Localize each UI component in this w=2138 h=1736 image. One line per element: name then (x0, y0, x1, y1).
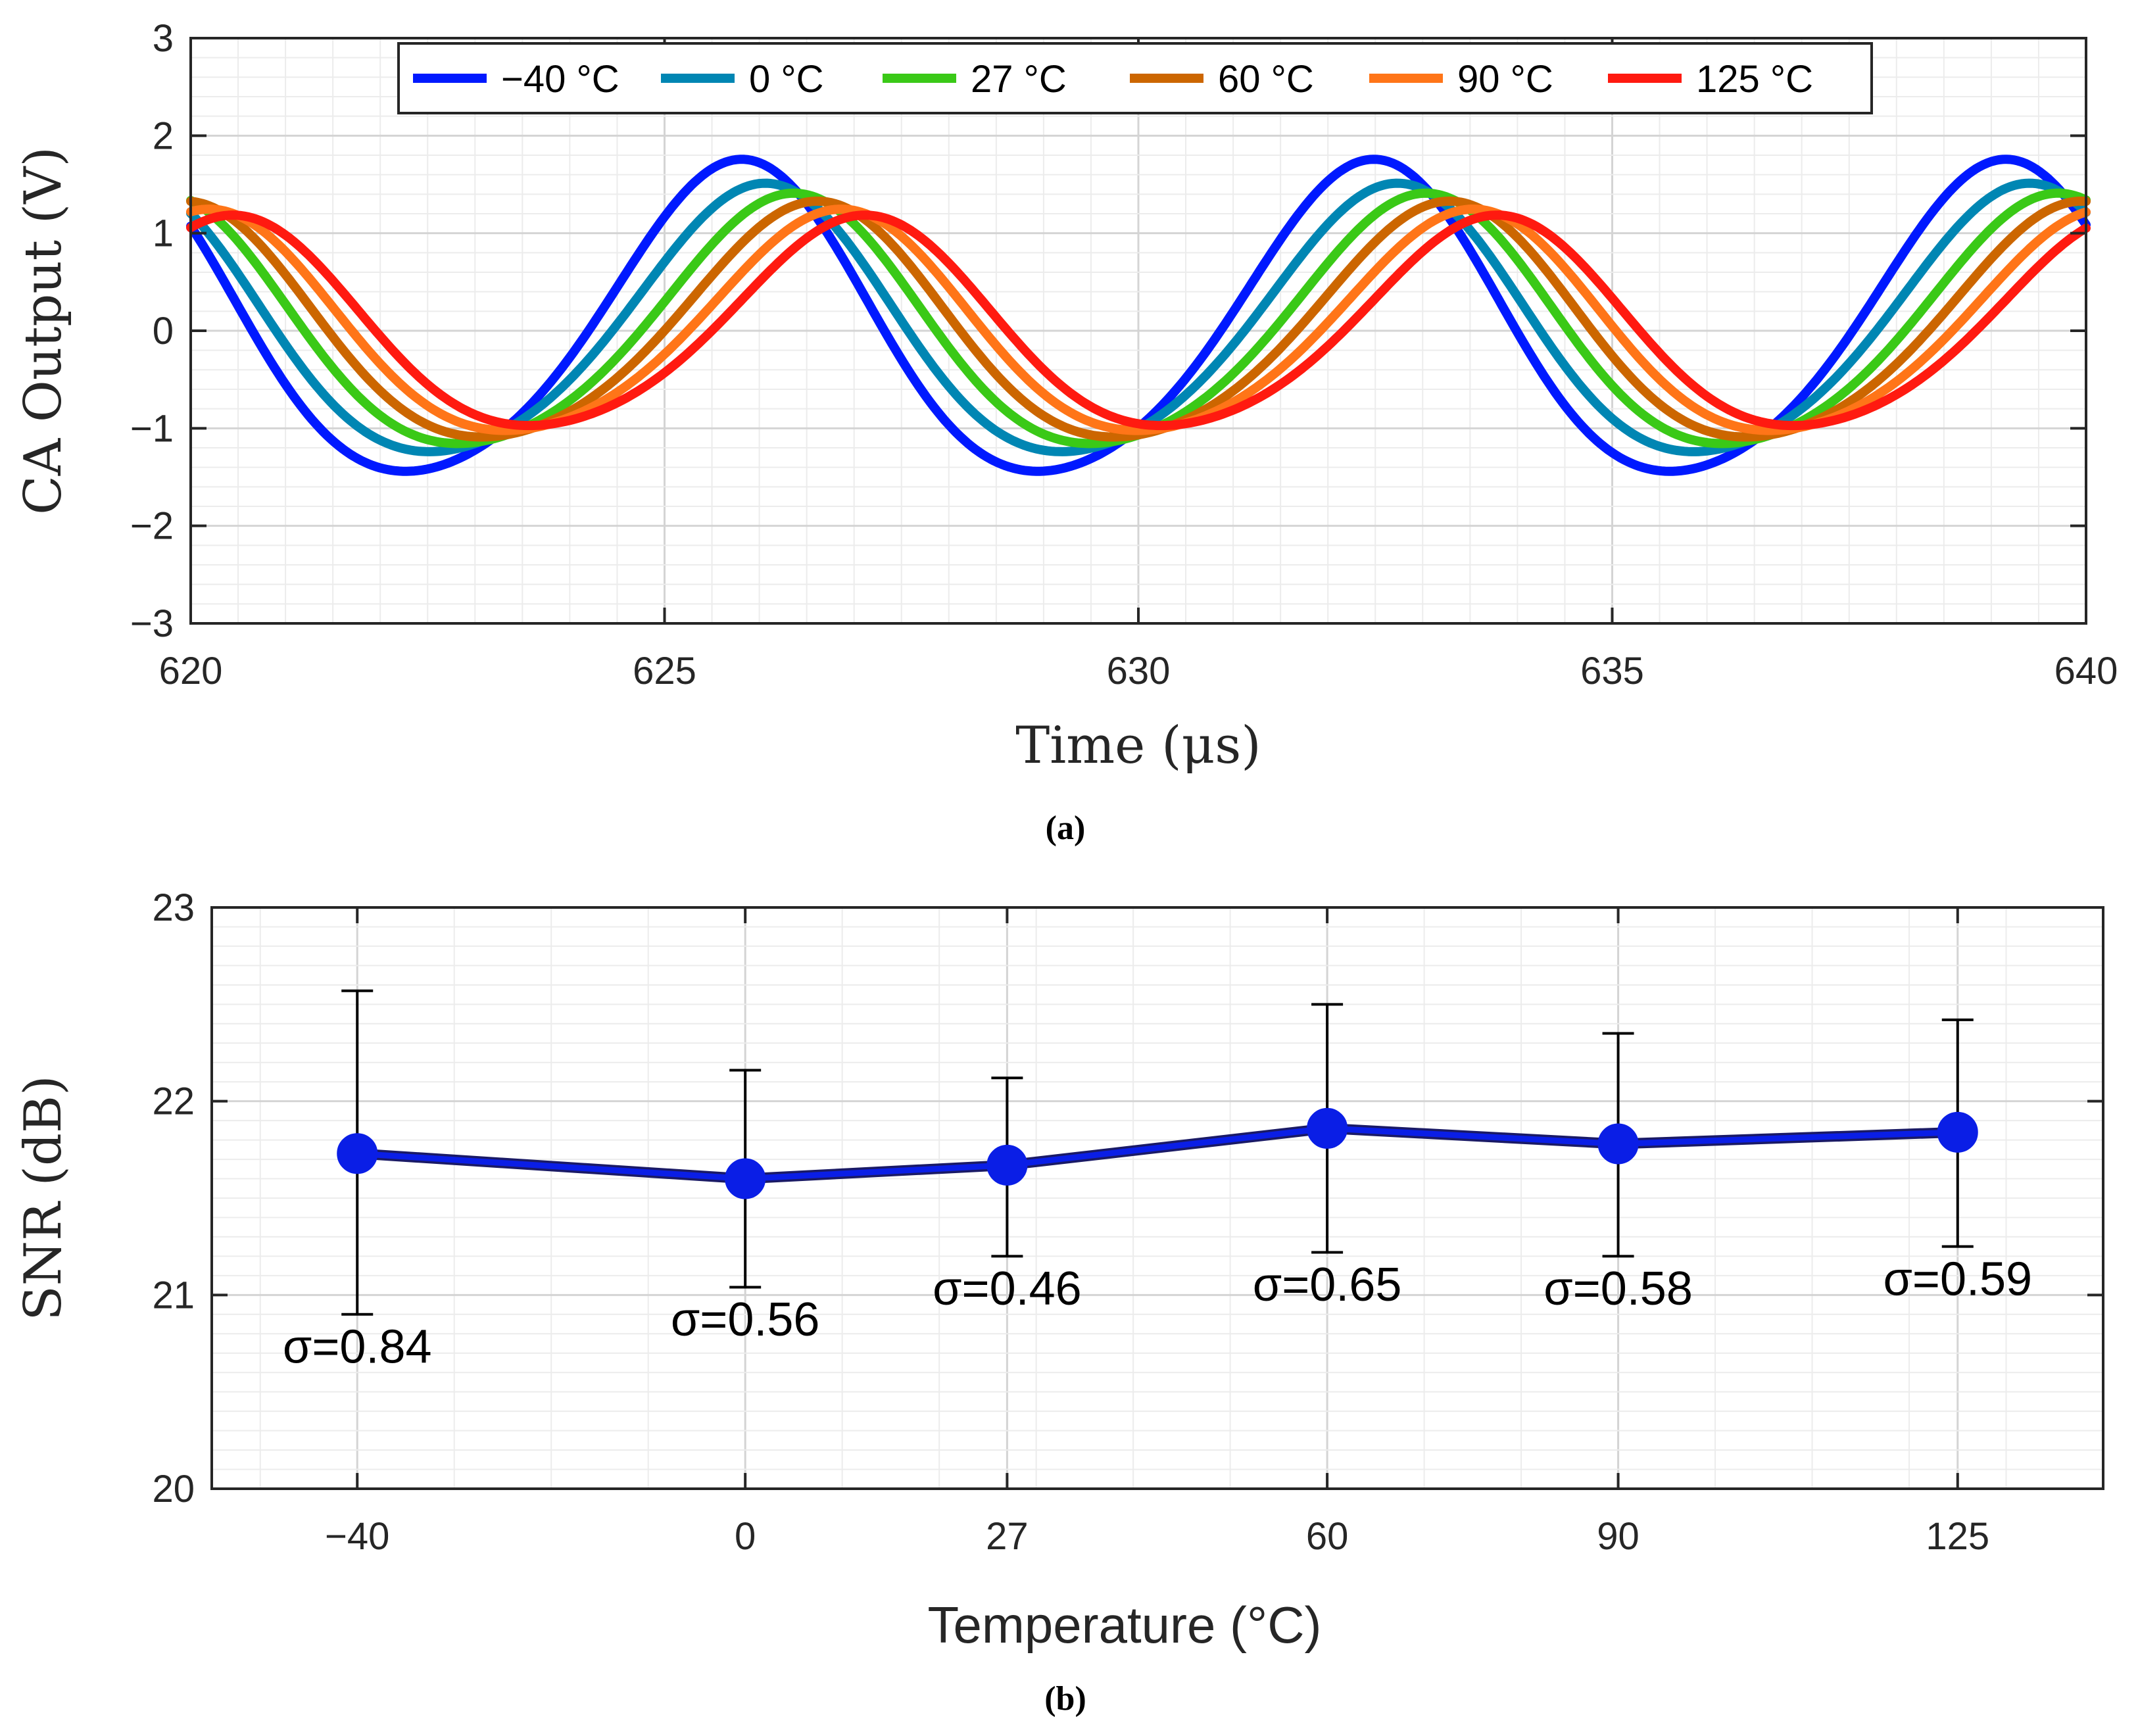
panel-a-ticks: 620 625 630 635 640 −3 −2 −1 0 1 2 3 (130, 17, 2118, 692)
sigma-label-1: σ=0.56 (671, 1293, 820, 1346)
y-tick-label: 22 (152, 1080, 195, 1123)
sigma-label-3: σ=0.65 (1253, 1259, 1402, 1311)
panel-a-ylabel: CA Output (V) (14, 147, 73, 515)
y-tick-label: −1 (130, 407, 174, 450)
series-line-4 (186, 205, 2091, 435)
legend-label-3: 60 °C (1218, 58, 1314, 101)
x-tick-label: 635 (1580, 650, 1644, 692)
sigma-label-4: σ=0.58 (1543, 1263, 1693, 1315)
y-tick-label: 1 (153, 212, 174, 255)
panel-a-legend: −40 °C 0 °C 27 °C 60 °C 90 °C 125 °C (397, 42, 1873, 114)
panel-a-grid (189, 37, 2087, 625)
x-tick-label: 620 (159, 650, 223, 692)
y-tick-label: −3 (130, 602, 174, 645)
panel-b-xlabel: Temperature (°C) (927, 1596, 1321, 1654)
data-point-2 (986, 1144, 1028, 1186)
legend-label-4: 90 °C (1457, 58, 1553, 101)
y-tick-label: 21 (152, 1274, 195, 1316)
x-tick-label: 0 (735, 1515, 756, 1558)
snr-line (356, 1125, 1958, 1182)
x-tick-label: 640 (2054, 650, 2118, 692)
x-tick-label: 27 (986, 1515, 1029, 1558)
data-point-3 (1307, 1107, 1348, 1149)
panel-b-caption: (b) (1044, 1680, 1086, 1718)
panel-b-axes-box (210, 906, 2104, 1490)
x-tick-label: 90 (1597, 1515, 1640, 1558)
x-tick-label: 630 (1107, 650, 1171, 692)
panel-b-ticks: −40 0 27 60 90 125 20 21 22 23 (152, 886, 2103, 1558)
y-tick-label: −2 (130, 505, 174, 548)
panel-b-series: σ=0.84 σ=0.56 σ=0.46 σ=0.65 σ=0.58 σ=0.59 (283, 989, 2032, 1373)
data-point-4 (1597, 1123, 1639, 1165)
sigma-label-0: σ=0.84 (283, 1320, 432, 1373)
legend-label-2: 27 °C (971, 58, 1067, 101)
y-tick-label: 3 (153, 17, 174, 60)
y-tick-label: 23 (152, 886, 195, 929)
series-line-5 (186, 210, 2091, 431)
y-tick-label: 20 (152, 1468, 195, 1510)
x-tick-label: 60 (1306, 1515, 1349, 1558)
panel-a-caption: (a) (1046, 809, 1086, 847)
y-tick-label: 2 (153, 114, 174, 157)
x-tick-label: 625 (633, 650, 696, 692)
x-tick-label: −40 (325, 1515, 389, 1558)
panel-b-snr: σ=0.84 σ=0.56 σ=0.46 σ=0.65 σ=0.58 σ=0.59 −40… (14, 886, 2104, 1718)
x-tick-label: 125 (1926, 1515, 1989, 1558)
panel-b-ylabel: SNR (dB) (14, 1075, 73, 1320)
sigma-label-5: σ=0.59 (1883, 1253, 2032, 1305)
legend-label-1: 0 °C (749, 58, 823, 101)
legend-label-0: −40 °C (501, 58, 620, 101)
data-point-0 (337, 1133, 378, 1174)
panel-a-waveforms: 620 625 630 635 640 −3 −2 −1 0 1 2 3 −40 °C 0 °C 27 °… (14, 17, 2118, 847)
sigma-label-2: σ=0.46 (933, 1263, 1082, 1315)
y-tick-label: 0 (153, 310, 174, 352)
data-point-5 (1937, 1111, 1978, 1153)
data-point-1 (725, 1158, 766, 1199)
panel-a-series (186, 155, 2091, 476)
legend-label-5: 125 °C (1696, 58, 1813, 101)
panel-a-xlabel: Time (μs) (1015, 716, 1261, 775)
